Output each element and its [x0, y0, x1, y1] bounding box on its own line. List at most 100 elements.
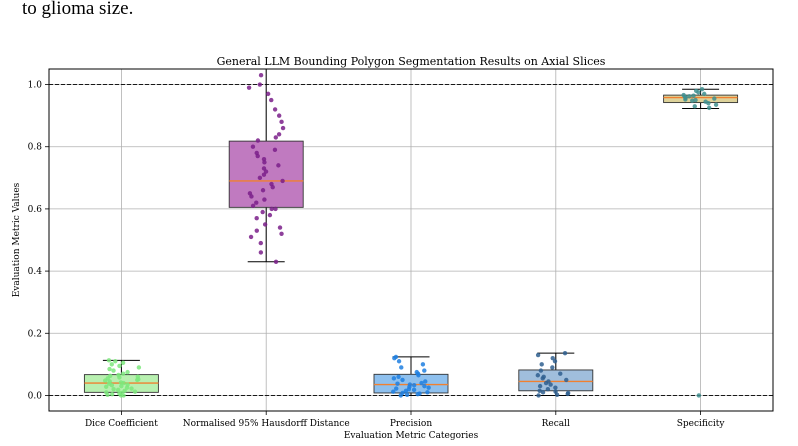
data-point	[120, 360, 126, 366]
data-point	[136, 365, 142, 370]
data-point	[422, 383, 427, 389]
data-point	[119, 383, 124, 389]
x-tick-label: Normalised 95% Hausdorff Distance	[183, 419, 350, 429]
data-point	[419, 380, 424, 386]
data-point	[391, 376, 397, 381]
x-tick-label: Precision	[390, 419, 433, 429]
data-point	[262, 197, 267, 202]
data-point	[681, 92, 686, 98]
data-point	[422, 368, 427, 373]
data-point	[537, 383, 543, 389]
data-point	[546, 379, 551, 384]
data-point	[107, 366, 112, 372]
data-point	[706, 105, 712, 111]
x-tick-label: Specificity	[677, 419, 726, 429]
y-tick-label: 0.6	[28, 205, 43, 215]
data-point	[540, 390, 546, 395]
data-point	[713, 102, 719, 107]
data-point	[257, 175, 263, 181]
data-point	[272, 147, 278, 153]
data-point	[254, 228, 259, 233]
data-point	[558, 371, 563, 376]
data-point	[116, 372, 121, 378]
data-point	[121, 371, 126, 376]
data-point	[265, 91, 271, 97]
y-tick-label: 0.2	[28, 329, 42, 339]
chart-title: General LLM Bounding Polygon Segmentatio…	[217, 55, 606, 68]
data-point	[246, 85, 252, 90]
data-point	[535, 352, 541, 358]
data-point	[553, 389, 558, 394]
data-point	[129, 386, 134, 391]
data-point	[135, 374, 141, 379]
data-point	[247, 191, 253, 196]
data-point	[550, 365, 555, 370]
data-point	[125, 382, 130, 387]
data-point	[276, 163, 281, 168]
y-ticks: 0.0 0.2 0.4 0.6 0.8 1.0	[28, 81, 49, 401]
data-point	[692, 104, 697, 109]
data-point	[122, 388, 127, 393]
data-point	[254, 150, 259, 156]
x-tick-label: Recall	[542, 419, 570, 429]
data-point	[538, 368, 544, 373]
x-tick-label: Dice Coefficient	[85, 419, 158, 429]
data-point	[250, 144, 256, 149]
data-point	[263, 169, 269, 174]
data-point	[702, 91, 707, 97]
data-point	[690, 98, 695, 103]
data-point	[261, 172, 267, 177]
data-point	[118, 380, 124, 385]
data-point	[261, 166, 267, 171]
data-point	[273, 206, 278, 212]
data-point	[414, 369, 419, 375]
data-point	[407, 382, 413, 387]
boxes	[83, 68, 739, 396]
data-point	[248, 234, 254, 240]
data-point	[260, 188, 266, 193]
data-point	[394, 386, 399, 391]
points	[103, 73, 719, 398]
data-point	[423, 379, 428, 384]
data-point	[280, 178, 285, 184]
data-point	[396, 359, 402, 364]
data-point	[393, 354, 399, 360]
data-point	[552, 359, 558, 364]
data-point	[565, 390, 571, 396]
data-point	[254, 200, 259, 205]
data-point	[260, 209, 265, 215]
data-point	[108, 373, 113, 379]
data-point	[111, 368, 116, 373]
data-point	[262, 222, 268, 227]
data-point	[535, 373, 541, 378]
y-tick-label: 0.4	[28, 267, 43, 277]
data-point	[106, 358, 112, 363]
y-tick-label: 1.0	[28, 81, 43, 91]
data-point	[117, 363, 122, 369]
data-point	[417, 391, 422, 396]
data-point	[255, 138, 261, 143]
box	[228, 140, 304, 208]
data-point	[399, 365, 404, 370]
data-point	[712, 96, 717, 101]
data-point	[400, 390, 405, 396]
data-point	[400, 377, 405, 383]
data-point	[564, 377, 569, 383]
data-point	[404, 392, 410, 398]
data-point	[113, 359, 118, 364]
data-point	[703, 99, 708, 104]
data-point	[103, 384, 109, 389]
data-point	[396, 374, 401, 379]
data-point	[693, 88, 699, 93]
data-point	[699, 87, 705, 92]
y-tick-label: 0.8	[28, 143, 43, 153]
data-point	[250, 203, 256, 208]
data-point	[125, 369, 130, 375]
data-point	[115, 387, 121, 393]
data-point	[541, 374, 546, 379]
data-point	[539, 362, 544, 367]
data-point	[276, 113, 282, 118]
data-point	[420, 362, 426, 367]
data-point	[687, 94, 692, 99]
data-point	[261, 156, 267, 162]
